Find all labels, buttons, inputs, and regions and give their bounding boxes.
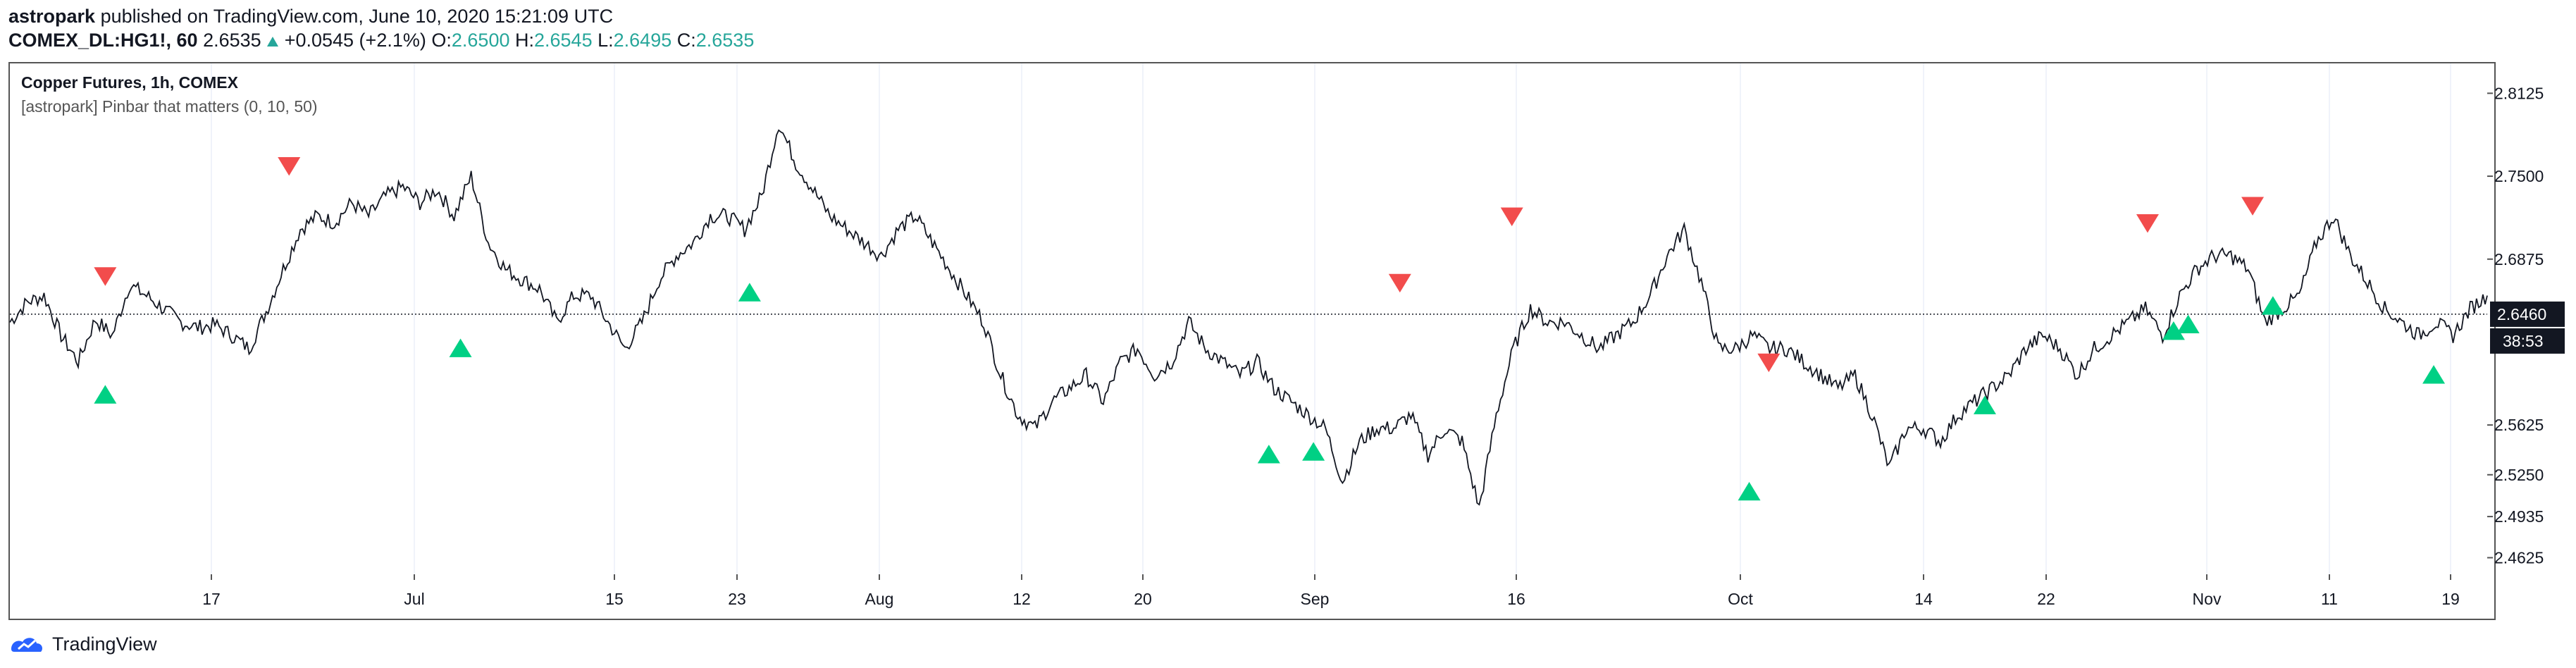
y-tick-label: 2.4935 — [2494, 507, 2544, 526]
countdown-label: 38:53 — [2503, 332, 2544, 350]
chart-title[interactable]: Copper Futures, 1h, COMEX — [21, 73, 238, 92]
x-tick-label: 19 — [2441, 590, 2460, 608]
tradingview-logo-icon — [11, 638, 42, 652]
author-name[interactable]: astropark — [8, 6, 96, 27]
bullish-pinbar-marker — [2422, 365, 2446, 384]
bullish-pinbar-marker — [1302, 442, 1325, 461]
bullish-pinbar-marker — [449, 338, 472, 357]
open-value: 2.6500 — [451, 30, 510, 51]
publish-header: astropark published on TradingView.com, … — [8, 4, 613, 28]
x-tick-label: 12 — [1013, 590, 1031, 608]
open-label: O: — [431, 30, 452, 51]
bullish-pinbar-marker — [1973, 395, 1996, 414]
close-label: C: — [676, 30, 696, 51]
symbol-label: COMEX_DL:HG1!, 60 — [8, 30, 198, 51]
current-price-label: 2.6460 — [2497, 305, 2546, 323]
current-price-label-group: 2.6460 38:53 — [2490, 301, 2565, 354]
indicator-label[interactable]: [astropark] Pinbar that matters (0, 10, … — [21, 97, 318, 116]
bearish-pinbar-marker — [2241, 197, 2265, 216]
x-tick-label: Nov — [2193, 590, 2222, 608]
countdown-label-bg — [2490, 328, 2565, 354]
bullish-pinbar-marker — [2261, 296, 2284, 315]
up-triangle-icon — [267, 37, 279, 47]
bearish-pinbar-marker — [1388, 273, 1411, 293]
last-price: 2.6535 — [203, 30, 261, 51]
footer-brand[interactable]: TradingView — [10, 630, 157, 658]
price-series — [9, 129, 2488, 506]
x-tick-label: 14 — [1914, 590, 1933, 608]
bearish-pinbar-marker — [94, 267, 117, 286]
x-tick-label: 22 — [2037, 590, 2055, 608]
x-tick-label: 15 — [605, 590, 624, 608]
footer-brand-label: TradingView — [52, 633, 157, 655]
change-value: +0.0545 (+2.1%) — [284, 30, 426, 51]
bearish-pinbar-marker — [1757, 353, 1781, 373]
x-tick-label: 11 — [2321, 590, 2338, 608]
bullish-pinbar-marker — [2176, 314, 2200, 333]
high-label: H: — [515, 30, 534, 51]
x-tick-label: Oct — [1728, 590, 1753, 608]
ohlc-header: COMEX_DL:HG1!, 60 2.6535 +0.0545 (+2.1%)… — [8, 28, 754, 52]
price-series-line — [9, 129, 2488, 506]
vertical-gridlines — [211, 63, 2451, 574]
bullish-pinbar-marker — [1738, 481, 1761, 501]
y-tick-label: 2.5625 — [2494, 416, 2544, 434]
x-tick-label: 16 — [1507, 590, 1525, 608]
y-tick-label: 2.8125 — [2494, 84, 2544, 102]
low-label: L: — [597, 30, 614, 51]
bearish-pinbar-marker — [2136, 214, 2159, 233]
current-price-label-bg — [2490, 301, 2565, 327]
x-axis: 17 Jul 15 23 Aug 12 20 Sep 16 Oct 14 22 Nov 11 19 — [202, 574, 2460, 608]
high-value: 2.6545 — [534, 30, 593, 51]
bullish-pinbar-marker — [94, 385, 117, 404]
x-tick-label: Sep — [1301, 590, 1330, 608]
y-axis: 2.8125 2.7500 2.6875 2.5625 2.5250 2.4935 2.46… — [2487, 84, 2544, 567]
x-tick-label: 23 — [728, 590, 746, 608]
x-tick-label: Jul — [404, 590, 424, 608]
y-tick-label: 2.4625 — [2494, 548, 2544, 567]
y-tick-label: 2.6875 — [2494, 250, 2544, 268]
close-value: 2.6535 — [695, 30, 755, 51]
x-tick-label: 17 — [202, 590, 221, 608]
published-text: published on TradingView.com, June 10, 2… — [100, 6, 614, 27]
low-value: 2.6495 — [613, 30, 672, 51]
y-tick-label: 2.7500 — [2494, 167, 2544, 185]
y-tick-label: 2.5250 — [2494, 466, 2544, 484]
x-tick-label: 20 — [1134, 590, 1152, 608]
bullish-pinbar-marker — [1257, 445, 1280, 464]
bullish-pinbar-marker — [2162, 321, 2185, 340]
bearish-pinbar-marker — [1500, 207, 1523, 226]
bearish-pinbar-marker — [278, 157, 301, 176]
x-tick-label: Aug — [865, 590, 894, 608]
bullish-pinbar-marker — [738, 283, 761, 302]
pinbar-markers — [94, 157, 2446, 501]
